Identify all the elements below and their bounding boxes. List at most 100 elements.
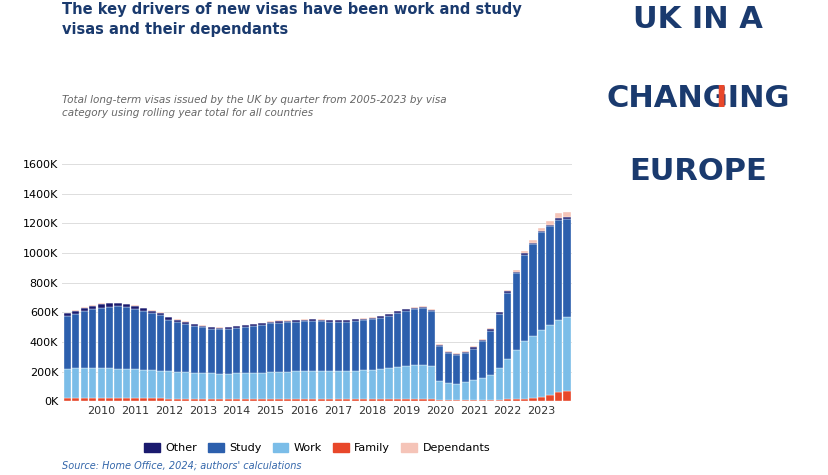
Bar [182,372,189,399]
Bar [224,329,232,374]
Bar [359,320,367,370]
Bar [216,399,223,401]
Bar [343,371,350,399]
Bar [351,370,359,399]
Text: EUROPE: EUROPE [628,157,767,186]
Bar [529,336,536,399]
Bar [301,322,308,371]
Bar [148,313,156,371]
Bar [520,255,527,341]
Bar [436,400,443,401]
Bar [233,326,240,328]
Bar [241,399,248,401]
Bar [377,399,383,401]
Bar [554,220,561,320]
Bar [359,319,367,320]
Bar [537,228,545,231]
Bar [445,352,451,353]
Bar [89,309,96,368]
Bar [292,320,299,322]
Bar [359,370,367,399]
Text: Source: Home Office, 2024; authors' calculations: Source: Home Office, 2024; authors' calc… [62,460,301,470]
Bar [563,391,570,401]
Bar [301,371,308,399]
Bar [325,399,333,401]
Bar [335,371,341,399]
Bar [317,321,325,371]
Bar [419,399,426,401]
Bar [148,398,156,401]
Bar [453,355,460,384]
Bar [190,372,198,399]
Bar [267,323,274,372]
Bar [207,329,214,373]
Text: I: I [715,84,726,113]
Bar [554,218,561,220]
Bar [114,369,122,398]
Bar [351,319,359,321]
Bar [537,397,545,401]
Bar [335,322,341,371]
Bar [267,322,274,323]
Bar [156,399,164,401]
Bar [267,399,274,401]
Bar [132,306,138,309]
Bar [233,399,240,401]
Bar [114,306,122,369]
Bar [537,330,545,397]
Bar [563,317,570,391]
Bar [283,371,291,399]
Bar [64,313,70,316]
Bar [224,327,232,329]
Bar [132,398,138,401]
Bar [343,320,350,322]
Bar [546,226,553,325]
Bar [98,368,104,398]
Bar [487,329,493,331]
Bar [89,398,96,401]
Bar [512,274,519,351]
Bar [385,399,392,401]
Bar [478,340,485,342]
Bar [140,370,147,398]
Bar [461,382,469,400]
Bar [461,353,469,382]
Bar [199,326,206,327]
Bar [487,400,493,401]
Bar [309,399,316,401]
Bar [106,307,113,368]
Bar [80,308,88,311]
Bar [393,367,401,399]
Bar [258,324,265,372]
Bar [368,370,375,399]
Bar [156,313,164,315]
Bar [283,322,291,371]
Bar [359,399,367,401]
Bar [72,398,79,401]
Bar [478,342,485,378]
Bar [241,373,248,399]
Bar [250,373,257,399]
Bar [546,325,553,395]
Bar [72,311,79,314]
Bar [216,329,223,374]
Bar [554,392,561,401]
Bar [275,399,282,401]
Bar [335,399,341,401]
Bar [368,319,375,370]
Bar [503,399,511,401]
Bar [520,253,527,255]
Bar [487,374,493,400]
Bar [512,270,519,272]
Bar [114,303,122,306]
Bar [309,371,316,399]
Text: CHANGING: CHANGING [606,84,789,113]
Bar [98,398,104,401]
Bar [190,324,198,326]
Bar [546,220,553,225]
Bar [123,304,130,307]
Bar [495,314,502,369]
Bar [453,400,460,401]
Bar [190,399,198,401]
Bar [402,399,409,401]
